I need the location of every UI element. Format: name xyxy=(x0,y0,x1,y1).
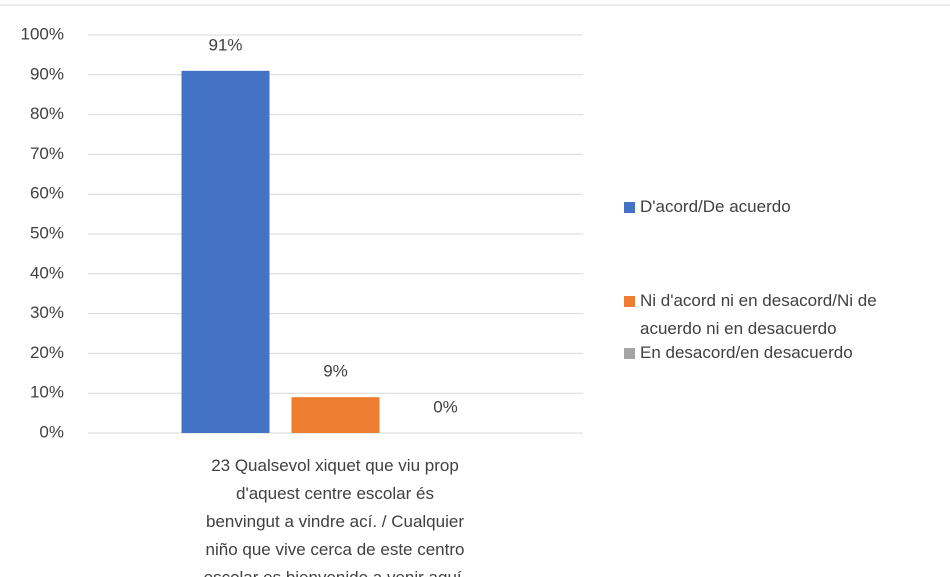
y-tick-label: 100% xyxy=(21,24,64,43)
data-label: 91% xyxy=(208,35,242,54)
legend-item: En desacord/en desacuerdo xyxy=(624,339,940,367)
y-tick-label: 90% xyxy=(30,64,64,83)
legend-item: D'acord/De acuerdo xyxy=(624,193,940,221)
data-label: 9% xyxy=(323,362,348,381)
y-tick-label: 0% xyxy=(39,422,64,441)
y-tick-label: 30% xyxy=(30,303,64,322)
legend-swatch xyxy=(624,348,635,359)
legend-item: Ni d'acord ni en desacord/Ni de acuerdo … xyxy=(624,287,940,343)
bar xyxy=(291,397,380,433)
legend-label: Ni d'acord ni en desacord/Ni de acuerdo … xyxy=(640,291,877,338)
y-tick-label: 40% xyxy=(30,263,64,282)
legend-swatch xyxy=(624,202,635,213)
bar xyxy=(181,70,270,433)
y-tick-label: 60% xyxy=(30,184,64,203)
y-tick-label: 70% xyxy=(30,144,64,163)
y-tick-label: 80% xyxy=(30,104,64,123)
legend-label: D'acord/De acuerdo xyxy=(640,197,791,216)
legend-label: En desacord/en desacuerdo xyxy=(640,343,853,362)
legend-swatch xyxy=(624,296,635,307)
x-tick-label: 23 Qualsevol xiquet que viu prop d'aques… xyxy=(204,456,467,577)
y-tick-label: 10% xyxy=(30,383,64,402)
y-tick-label: 20% xyxy=(30,343,64,362)
y-tick-label: 50% xyxy=(30,223,64,242)
data-label: 0% xyxy=(433,397,458,416)
